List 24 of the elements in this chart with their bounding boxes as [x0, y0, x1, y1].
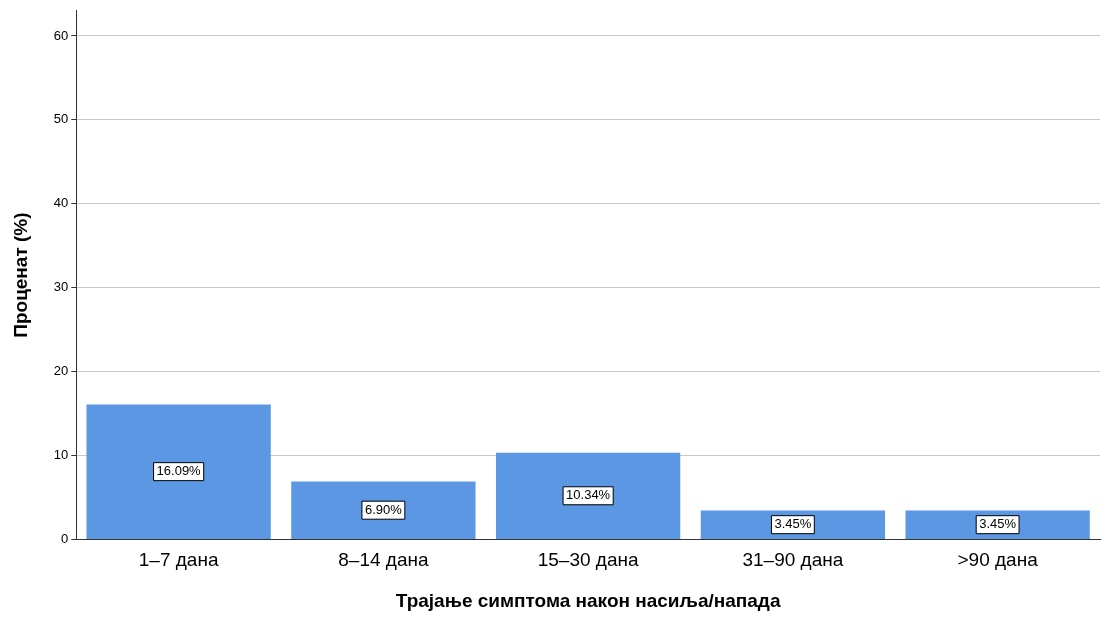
y-tick-label: 0 [61, 530, 69, 546]
y-tick-label: 30 [53, 279, 69, 295]
data-label: 16.09% [156, 463, 202, 479]
data-label: 3.45% [979, 516, 1017, 532]
x-axis-title: Трајање симптома након насиља/напада [395, 589, 781, 611]
x-tick-label: 8–14 дана [338, 549, 429, 571]
bar [905, 510, 1090, 539]
bar [495, 452, 681, 539]
y-tick-label: 50 [53, 111, 69, 127]
y-tick-label: 60 [53, 27, 69, 43]
x-tick-label: 15–30 дана [537, 549, 639, 571]
bar [700, 510, 886, 539]
x-tick-label: 1–7 дана [138, 549, 219, 571]
data-label: 6.90% [364, 501, 403, 517]
data-label: 10.34% [566, 487, 611, 503]
y-axis-title: Проценат (%) [9, 212, 31, 338]
data-label: 3.45% [774, 516, 812, 532]
bar [291, 481, 476, 539]
y-tick-label: 40 [53, 195, 69, 211]
x-tick-label: >90 дана [957, 549, 1039, 571]
y-tick-label: 10 [53, 447, 69, 463]
x-tick-label: 31–90 дана [742, 549, 844, 571]
bar [86, 404, 271, 539]
y-tick-label: 20 [53, 363, 69, 379]
